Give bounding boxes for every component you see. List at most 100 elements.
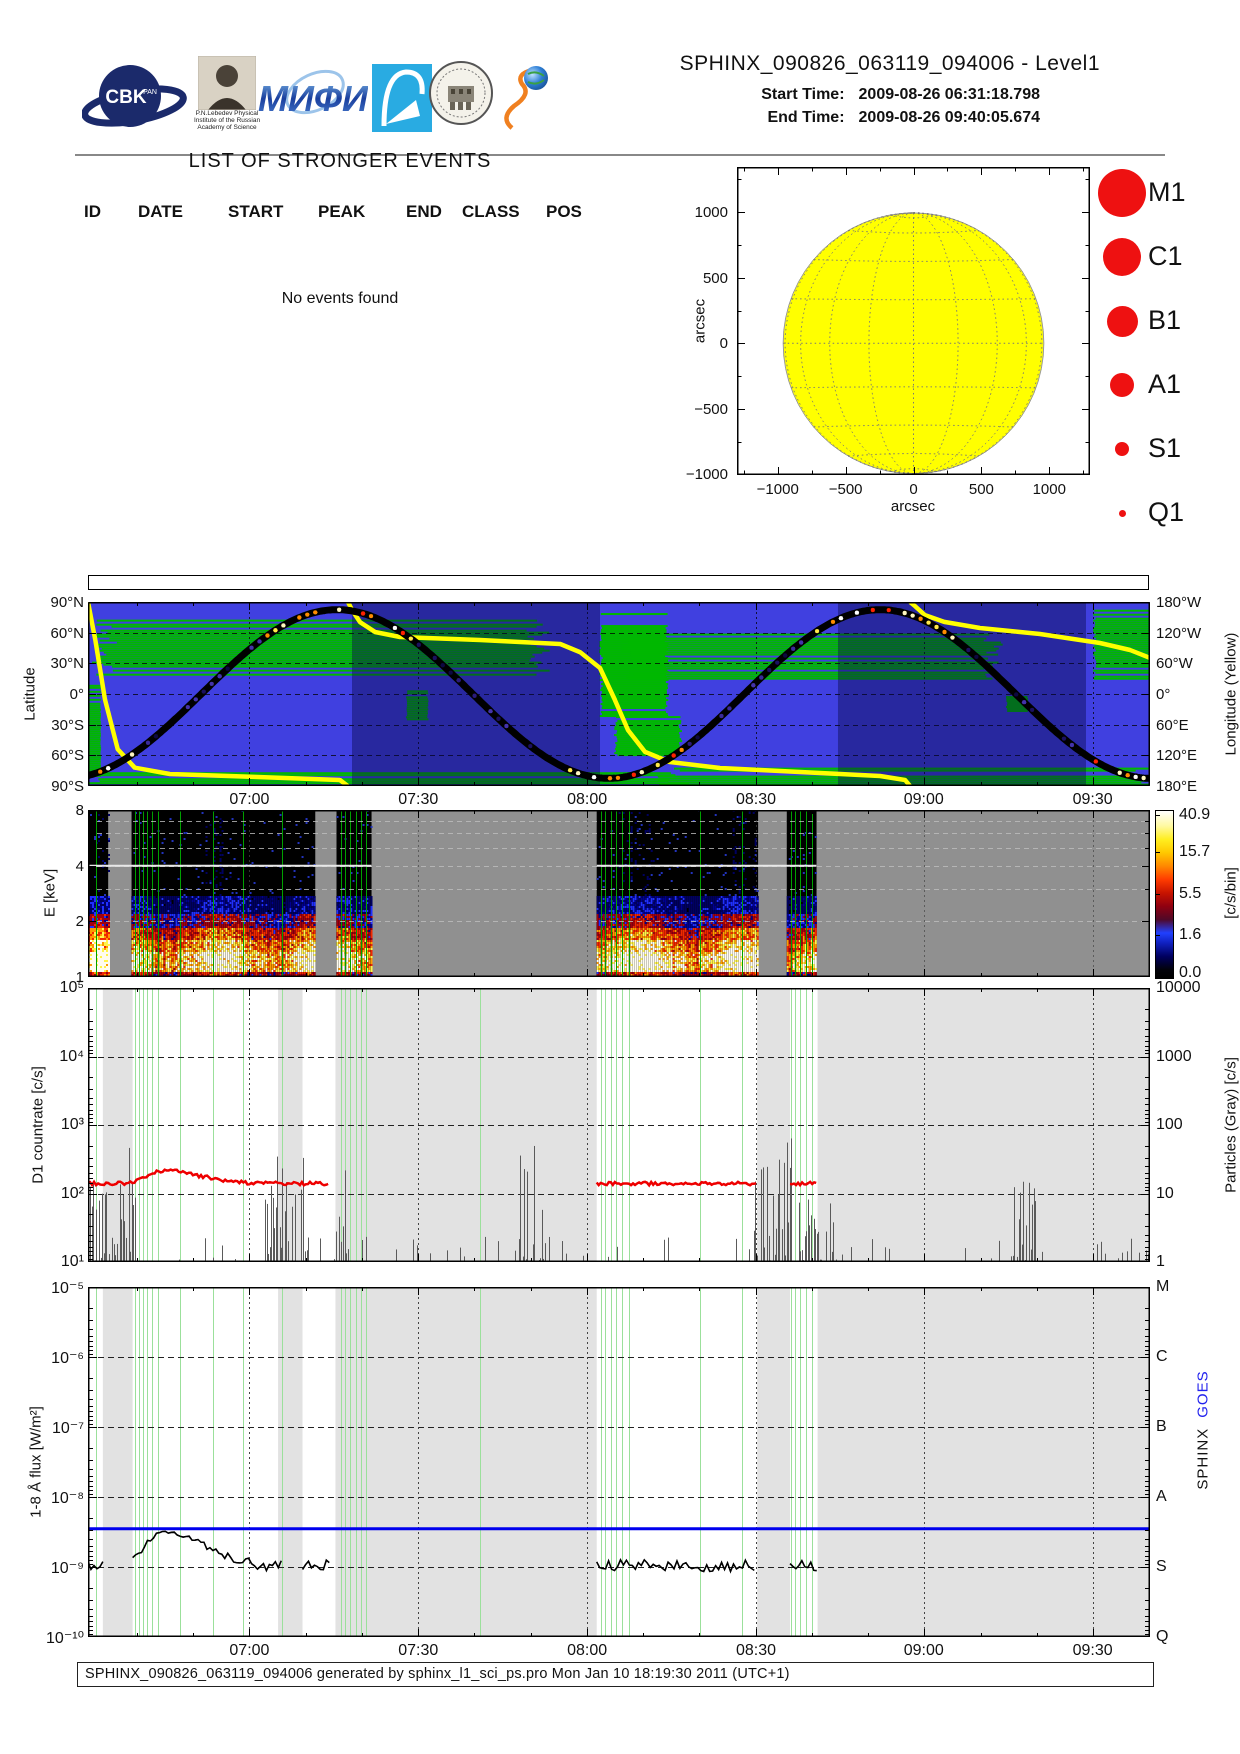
cbk-logo: CBK PAN [81, 58, 187, 143]
events-column-header: PEAK [318, 202, 366, 221]
arc-logo [372, 64, 432, 137]
flux-left-tick-label: 10⁻⁵ [51, 1280, 84, 1297]
map-lat-tick-label: 90°N [50, 594, 84, 611]
sun-x-tick-label: −500 [828, 481, 863, 498]
sun-yaxis-label: arcsec [691, 298, 709, 344]
colorbar-tick-label: 40.9 [1179, 806, 1211, 823]
time-tick-label: 09:00 [903, 791, 944, 808]
map-lat-tick-label: 60°N [50, 624, 84, 642]
start-time-value: 2009-08-26 06:31:18.798 [858, 86, 1040, 103]
map-lat-tick-label: 90°S [51, 778, 84, 795]
d1-left-tick-label: 10³ [60, 1116, 84, 1133]
page-title: SPHINX_090826_063119_094006 - Level1 [679, 52, 1100, 75]
sun-y-tick-label: 1000 [694, 204, 728, 222]
goes-series-label: GOES [1194, 1370, 1212, 1418]
sphinx-series-label: SPHINX [1194, 1427, 1212, 1490]
d1-left-tick-label: 10² [60, 1184, 84, 1202]
flux-yaxis-label: 1-8 Å flux [W/m²] [27, 1406, 45, 1518]
d1-right-tick-label: 10000 [1156, 979, 1201, 996]
d1-right-tick-label: 10 [1156, 1184, 1174, 1202]
legend-flare-label: S1 [1148, 433, 1182, 463]
d1-left-tick-label: 10⁵ [59, 979, 84, 996]
sun-xaxis-label: arcsec [890, 498, 936, 515]
ground-track-map [88, 602, 1150, 786]
flux-left-tick-label: 10⁻⁶ [51, 1350, 84, 1367]
events-column-header: CLASS [462, 202, 520, 221]
map-lat-tick-label: 30°N [50, 655, 84, 673]
events-column-header: ID [84, 202, 101, 221]
legend-flare-label: Q1 [1148, 497, 1185, 527]
goes-class-tick-label: Q [1156, 1628, 1169, 1645]
spectrogram-y-tick-label: 2 [75, 913, 84, 931]
spectrogram-y-tick-label: 8 [75, 802, 84, 819]
colorbar-tick-label: 1.6 [1179, 926, 1202, 944]
end-time-row: End Time: 2009-08-26 09:40:05.674 [620, 109, 1040, 127]
start-time-row: Start Time: 2009-08-26 06:31:18.798 [620, 86, 1040, 104]
footer-generation-info: SPHINX_090826_063119_094006 generated by… [77, 1662, 1154, 1687]
sun-y-tick-label: −500 [694, 400, 728, 418]
events-column-header: END [406, 202, 442, 221]
flux-left-tick-label: 10⁻⁷ [51, 1420, 84, 1437]
time-tick-label: 09:30 [1072, 791, 1113, 808]
sun-x-tick-label: 500 [968, 481, 994, 498]
colorbar-tick-label: 15.7 [1179, 842, 1211, 860]
time-tick-label: 09:30 [1072, 1642, 1113, 1659]
lebedev-logo: P.N.Lebedev Physical Institute of the Ru… [192, 56, 262, 131]
sun-x-tick-label: 1000 [1032, 481, 1066, 498]
colorbar-tick-label: 5.5 [1179, 885, 1202, 902]
xray-flux-plot [88, 1287, 1150, 1637]
map-lon-tick-label: 60°E [1156, 716, 1189, 734]
schola-panormitana-seal [428, 60, 494, 131]
legend-flare-circle-S1 [1115, 442, 1129, 456]
header-divider [75, 154, 1165, 156]
legend-flare-circle-M1 [1098, 169, 1146, 217]
goes-class-tick-label: A [1156, 1488, 1167, 1505]
legend-flare-circle-C1 [1103, 238, 1141, 276]
d1-right-tick-label: 100 [1156, 1116, 1183, 1133]
time-tick-label: 07:30 [398, 791, 439, 808]
legend-flare-label: M1 [1148, 177, 1186, 207]
time-tick-label: 08:30 [735, 791, 777, 808]
time-tick-label: 07:30 [398, 1642, 439, 1659]
map-right-axis-label: Longitude (Yellow) [1222, 632, 1240, 756]
legend-flare-label: A1 [1148, 369, 1182, 399]
events-column-header: POS [546, 202, 582, 221]
legend-flare-label: B1 [1148, 305, 1182, 335]
map-lon-tick-label: 180°W [1156, 594, 1202, 611]
spectrogram-y-tick-label: 1 [75, 969, 84, 986]
d1-right-axis-label: Particles (Gray) [c/s] [1222, 1057, 1240, 1193]
legend-flare-circle-B1 [1106, 305, 1138, 337]
lebedev-caption: P.N.Lebedev Physical Institute of the Ru… [193, 110, 261, 131]
end-time-value: 2009-08-26 09:40:05.674 [858, 109, 1040, 126]
time-tick-label: 08:30 [735, 1642, 777, 1659]
events-column-header: START [228, 202, 284, 221]
goes-class-tick-label: S [1156, 1558, 1167, 1575]
map-lon-tick-label: 120°E [1156, 747, 1198, 765]
events-empty-message: No events found [281, 290, 399, 307]
flux-right-axis-label: SPHINX GOES [1195, 1370, 1212, 1489]
events-list-title: LIST OF STRONGER EVENTS [188, 150, 492, 172]
spectrogram-colorbar [1155, 810, 1174, 979]
d1-left-tick-label: 10⁴ [59, 1047, 84, 1065]
sun-x-tick-label: 0 [909, 481, 918, 498]
map-lon-tick-label: 60°W [1156, 655, 1193, 673]
legend-flare-circle-A1 [1110, 373, 1134, 397]
map-lon-tick-label: 180°E [1156, 778, 1198, 795]
sun-y-tick-label: 500 [702, 269, 728, 287]
sun-y-tick-label: 0 [719, 335, 728, 353]
map-lon-tick-label: 0° [1156, 686, 1171, 703]
map-lat-tick-label: 60°S [51, 747, 84, 765]
mephi-text: МИФИ [258, 78, 368, 119]
map-lon-tick-label: 120°W [1156, 624, 1202, 642]
map-yaxis-label: Latitude [21, 667, 39, 721]
time-tick-label: 07:00 [229, 1642, 270, 1659]
d1-right-tick-label: 1 [1156, 1253, 1165, 1270]
spectrogram-y-tick-label: 4 [75, 857, 84, 875]
sun-x-tick-label: −1000 [756, 481, 799, 498]
flux-left-tick-label: 10⁻⁹ [50, 1560, 84, 1577]
mephi-logo: МИФИ [258, 66, 369, 133]
events-column-header: DATE [138, 202, 184, 221]
cbk-text: CBK [105, 87, 146, 108]
time-tick-label: 07:00 [229, 791, 270, 808]
